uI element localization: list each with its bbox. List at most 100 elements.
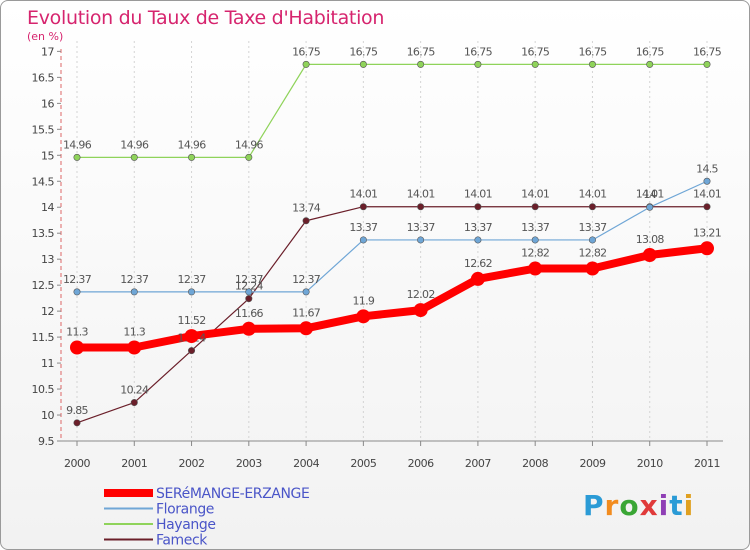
data-label: 14.01 bbox=[578, 188, 606, 201]
data-label: 12.82 bbox=[521, 247, 549, 260]
data-label: 13.37 bbox=[521, 221, 550, 234]
data-label: 16.75 bbox=[407, 45, 436, 58]
y-tick-label: 15.5 bbox=[32, 123, 55, 136]
data-label: 10.24 bbox=[120, 384, 149, 397]
data-label: 16.75 bbox=[636, 45, 665, 58]
data-label: 13.08 bbox=[636, 233, 665, 246]
data-label: 14.96 bbox=[235, 138, 264, 151]
data-point bbox=[245, 295, 253, 303]
data-point bbox=[646, 60, 654, 68]
logo-letter: t bbox=[669, 489, 684, 522]
y-tick-label: 12.5 bbox=[32, 279, 55, 292]
proxiti-logo: Proxiti bbox=[583, 489, 694, 522]
x-tick-label: 2008 bbox=[522, 457, 548, 470]
y-tick-label: 17 bbox=[41, 45, 54, 58]
data-label: 9.85 bbox=[66, 404, 88, 417]
data-point bbox=[127, 340, 142, 355]
data-label: 13.37 bbox=[407, 221, 436, 234]
data-label: 14.01 bbox=[636, 188, 664, 201]
data-point bbox=[703, 60, 711, 68]
logo-letter: x bbox=[639, 489, 659, 522]
y-tick-label: 14.5 bbox=[32, 175, 55, 188]
y-tick-label: 10 bbox=[41, 409, 54, 422]
data-point bbox=[588, 60, 596, 68]
series-line bbox=[73, 244, 711, 352]
data-label: 12.62 bbox=[464, 257, 492, 270]
data-label: 12.24 bbox=[235, 280, 264, 293]
logo-letter: o bbox=[619, 489, 640, 522]
data-point bbox=[73, 419, 81, 427]
data-point bbox=[130, 399, 138, 407]
data-point bbox=[417, 60, 425, 68]
chart-title: Evolution du Taux de Taxe d'Habitation bbox=[27, 7, 385, 29]
data-point bbox=[646, 203, 654, 211]
legend-label: SERéMANGE-ERZANGE bbox=[156, 486, 309, 502]
legend-label: Fameck bbox=[156, 533, 208, 549]
data-point bbox=[531, 236, 539, 244]
data-point bbox=[302, 60, 310, 68]
data-label: 14.01 bbox=[407, 188, 435, 201]
logo-letter: P bbox=[583, 489, 605, 522]
data-label: 14.96 bbox=[120, 138, 149, 151]
x-tick-label: 2005 bbox=[350, 457, 376, 470]
data-point bbox=[73, 153, 81, 161]
data-label: 12.37 bbox=[120, 273, 149, 286]
data-label: 16.75 bbox=[292, 45, 321, 58]
data-label: 13.37 bbox=[464, 221, 493, 234]
data-point bbox=[130, 288, 138, 296]
data-point bbox=[245, 153, 253, 161]
data-label: 13.37 bbox=[349, 221, 378, 234]
data-point bbox=[417, 203, 425, 211]
data-label: 11.52 bbox=[178, 314, 206, 327]
data-label: 11.3 bbox=[66, 325, 88, 338]
data-point bbox=[417, 236, 425, 244]
data-label: 13.37 bbox=[578, 221, 607, 234]
x-tick-label: 2002 bbox=[179, 457, 205, 470]
data-point bbox=[188, 153, 196, 161]
data-point bbox=[588, 236, 596, 244]
y-tick-label: 13.5 bbox=[32, 227, 55, 240]
data-point bbox=[359, 236, 367, 244]
data-point bbox=[585, 261, 600, 276]
legend-label: Florange bbox=[156, 502, 214, 518]
y-tick-label: 9.5 bbox=[38, 435, 54, 448]
data-point bbox=[531, 203, 539, 211]
data-point bbox=[413, 303, 428, 318]
data-point bbox=[188, 288, 196, 296]
data-label: 13.74 bbox=[292, 202, 321, 215]
data-label: 12.37 bbox=[63, 273, 92, 286]
data-label: 12.37 bbox=[292, 273, 321, 286]
data-point bbox=[531, 60, 539, 68]
data-point bbox=[130, 153, 138, 161]
y-tick-label: 16.5 bbox=[32, 71, 55, 84]
logo-letter: i bbox=[683, 489, 695, 522]
data-label: 13.21 bbox=[693, 226, 721, 239]
data-label: 11.9 bbox=[353, 294, 375, 307]
logo-letter: r bbox=[604, 489, 620, 522]
data-label: 16.75 bbox=[464, 45, 493, 58]
data-point bbox=[470, 271, 485, 286]
x-tick-label: 2000 bbox=[64, 457, 90, 470]
data-label: 14.01 bbox=[349, 188, 377, 201]
data-label: 11.3 bbox=[123, 325, 145, 338]
data-label: 14.01 bbox=[521, 188, 549, 201]
data-label: 12.37 bbox=[178, 273, 207, 286]
data-label: 14.01 bbox=[464, 188, 492, 201]
y-tick-label: 16 bbox=[41, 97, 54, 110]
data-point bbox=[474, 203, 482, 211]
data-label: 14.96 bbox=[63, 138, 92, 151]
legend-label: Hayange bbox=[156, 517, 216, 533]
data-label: 12.37 bbox=[235, 273, 264, 286]
series-line bbox=[76, 206, 708, 424]
data-label: 11.67 bbox=[292, 306, 321, 319]
x-tick-label: 2006 bbox=[408, 457, 434, 470]
data-point bbox=[302, 288, 310, 296]
series-line bbox=[76, 63, 708, 158]
logo-letter: i bbox=[658, 489, 670, 522]
data-point bbox=[359, 203, 367, 211]
chart-subtitle: (en %) bbox=[27, 30, 64, 43]
series-line bbox=[76, 180, 708, 293]
data-label: 16.75 bbox=[693, 45, 722, 58]
